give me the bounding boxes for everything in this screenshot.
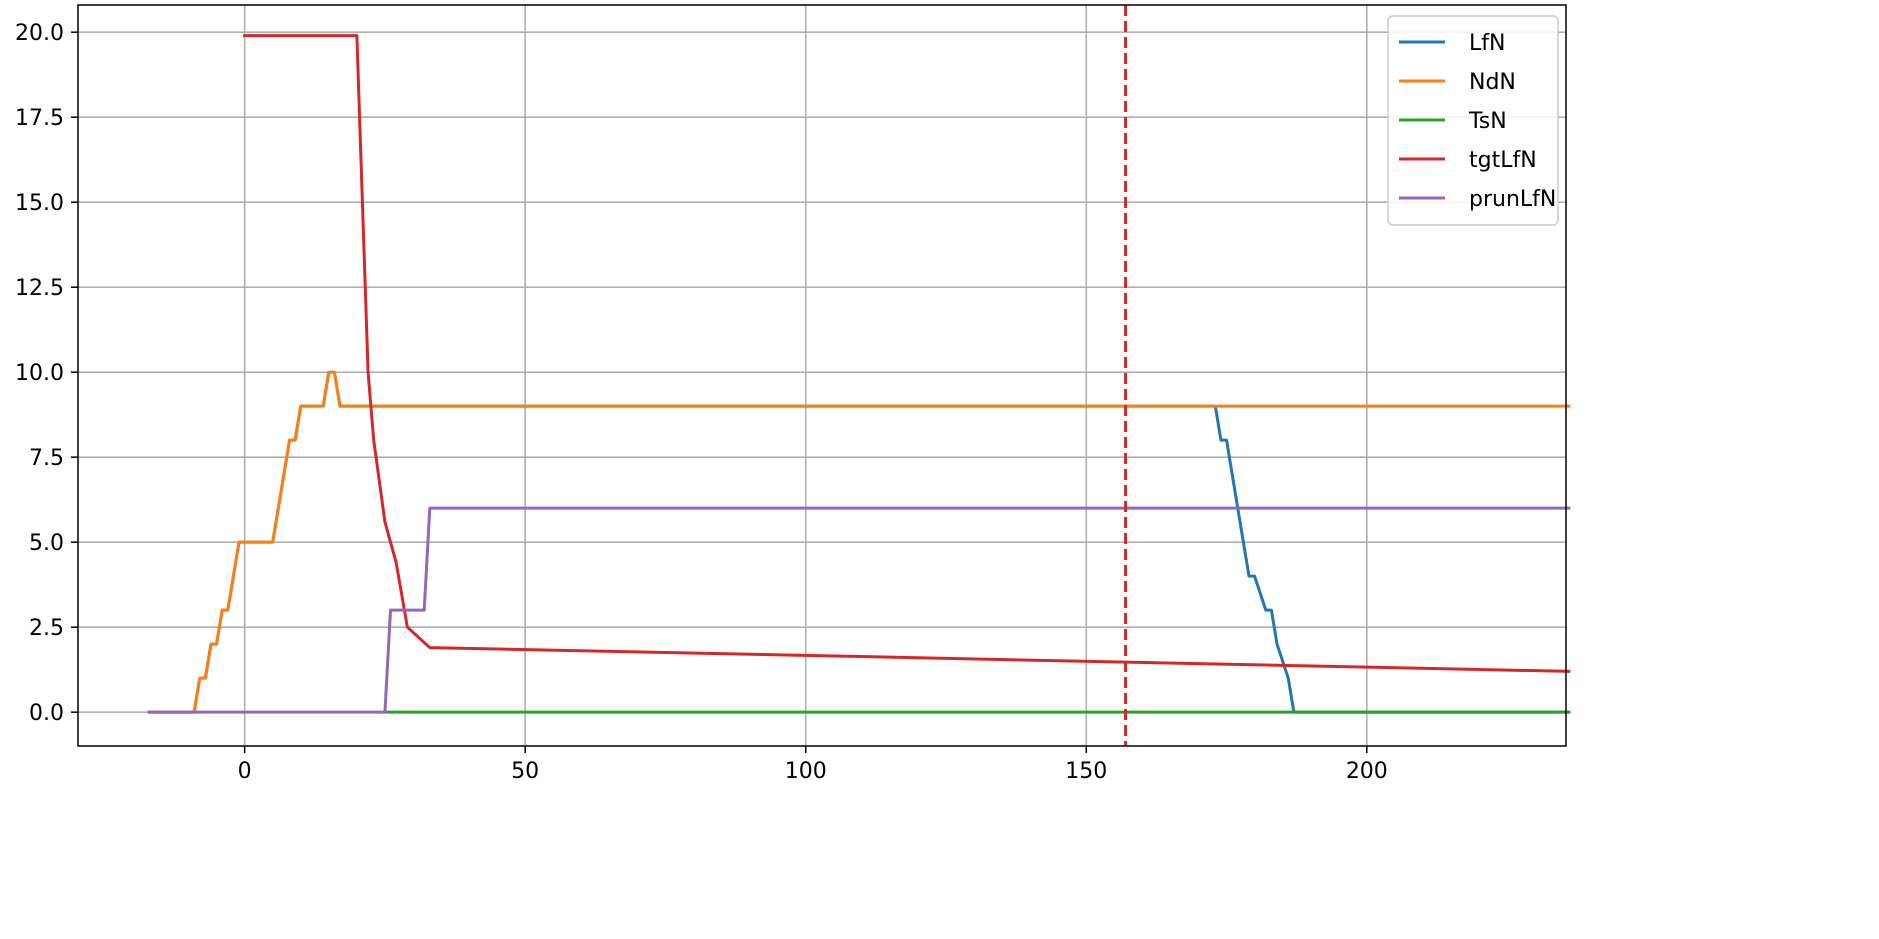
axis-ticks: 0 50 100 150 200 0.0 2.5 5.0 7.5 10.0 12.5 15.0 17.5… — [15, 21, 1388, 784]
legend-label-tgtLfN: tgtLfN — [1469, 148, 1537, 173]
y-tick-label: 20.0 — [15, 21, 64, 46]
legend-label-TsN: TsN — [1468, 109, 1507, 134]
x-tick-label: 150 — [1065, 759, 1107, 784]
x-tick-label: 0 — [238, 759, 252, 784]
legend-label-NdN: NdN — [1469, 70, 1516, 95]
y-tick-label: 12.5 — [15, 276, 64, 301]
series-line-tgtLfN — [243, 34, 1571, 673]
legend-box — [1387, 15, 1559, 226]
plot-frame — [77, 4, 1567, 747]
series-line-NdN — [147, 370, 1571, 714]
legend-label-LfN: LfN — [1469, 31, 1505, 56]
x-tick-label: 50 — [511, 759, 539, 784]
legend: LfN NdN TsN tgtLfN prunLfN — [1387, 15, 1559, 226]
x-tick-label: 100 — [785, 759, 827, 784]
y-tick-label: 15.0 — [15, 191, 64, 216]
y-tick-label: 0.0 — [29, 701, 64, 726]
y-tick-label: 5.0 — [29, 531, 64, 556]
series-line-prunLfN — [147, 506, 1571, 714]
y-tick-label: 7.5 — [29, 446, 64, 471]
legend-label-prunLfN: prunLfN — [1469, 187, 1556, 212]
y-tick-label: 10.0 — [15, 361, 64, 386]
y-tick-label: 2.5 — [29, 616, 64, 641]
y-tick-label: 17.5 — [15, 106, 64, 131]
series-lines — [147, 34, 1571, 714]
x-tick-label: 200 — [1346, 759, 1388, 784]
